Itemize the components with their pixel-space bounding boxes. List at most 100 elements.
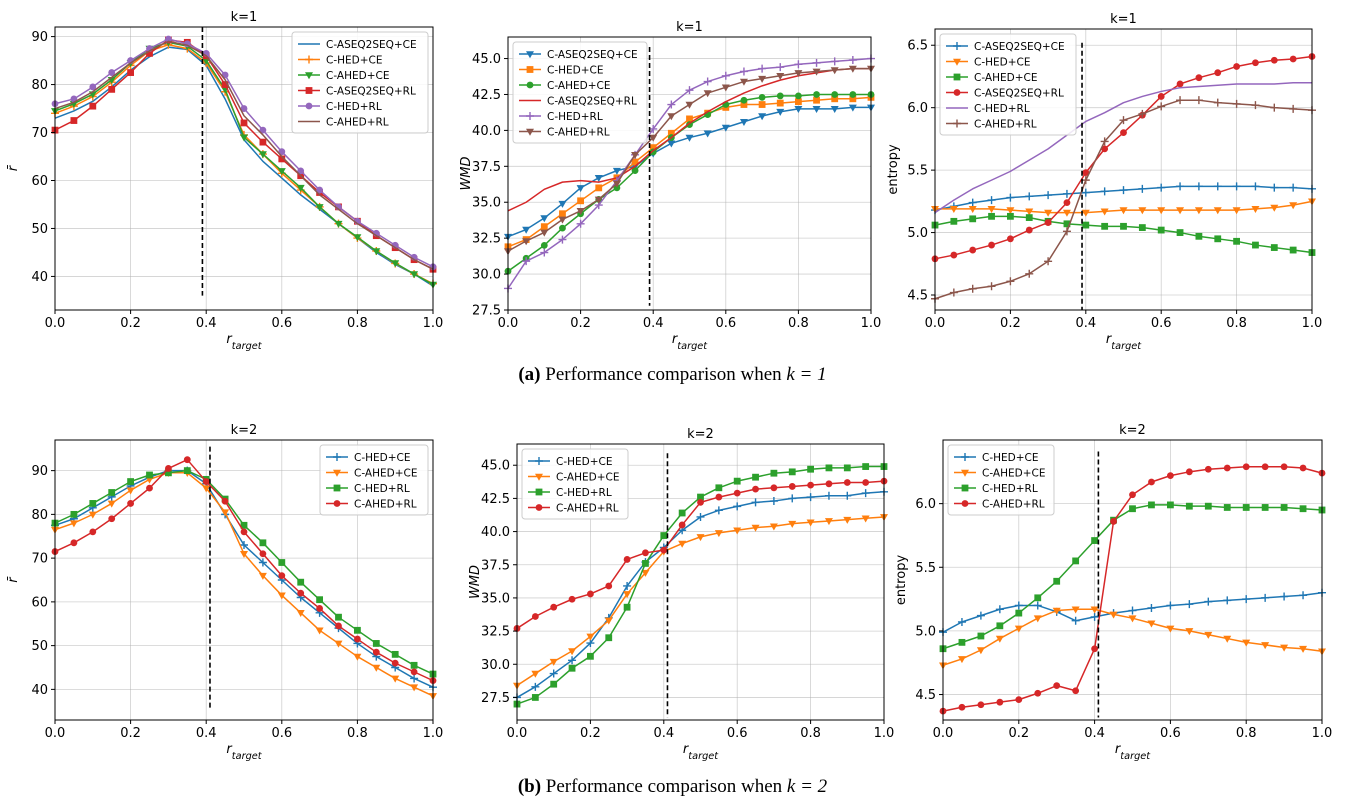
legend: C-ASEQ2SEQ+CE C-HED+CE C-AHED+CE C-ASEQ2SEQ…: [939, 33, 1077, 136]
data-point: [278, 559, 286, 566]
data-point: [1232, 99, 1241, 108]
data-point: [1072, 687, 1080, 695]
data-point: [258, 151, 267, 159]
data-point: [1289, 104, 1298, 113]
legend-marker: [305, 55, 313, 64]
data-point: [968, 198, 977, 207]
data-point: [1044, 257, 1053, 266]
data-point: [1129, 491, 1136, 499]
legend-label: C-HED+CE: [326, 55, 383, 67]
data-point: [1015, 609, 1023, 617]
data-point: [733, 489, 741, 497]
data-point: [354, 626, 361, 634]
data-point: [277, 168, 286, 176]
data-point: [1138, 224, 1146, 231]
data-point: [1214, 235, 1222, 243]
legend-label: C-HED+RL: [556, 487, 612, 499]
data-point: [977, 701, 985, 709]
data-point: [1138, 109, 1147, 118]
data-point: [1091, 537, 1098, 544]
legend-label: C-ASEQ2SEQ+CE: [547, 49, 638, 61]
data-point: [623, 603, 631, 611]
x-tick-label: 1.0: [423, 316, 444, 331]
legend-label: C-HED+CE: [547, 65, 604, 77]
data-point: [1129, 505, 1136, 513]
data-point: [949, 206, 958, 214]
legend-label: C-HED+RL: [547, 111, 603, 123]
x-tick-label: 0.0: [45, 316, 66, 331]
data-point: [950, 251, 958, 259]
legend-label: C-AHED+CE: [556, 472, 619, 484]
data-point: [1261, 504, 1269, 511]
data-point: [1261, 593, 1270, 602]
x-tick-label: 0.4: [196, 726, 217, 741]
x-axis-label: rtarget: [672, 332, 708, 352]
data-point: [531, 670, 540, 678]
legend-marker: [333, 453, 341, 461]
data-point: [1195, 74, 1203, 82]
data-point: [568, 656, 577, 665]
data-point: [1157, 102, 1166, 111]
x-tick-label: 0.8: [1226, 316, 1247, 331]
data-point: [1176, 229, 1184, 236]
data-point: [1270, 244, 1278, 251]
data-point: [825, 480, 833, 488]
data-point: [758, 113, 767, 121]
data-point: [89, 102, 97, 110]
data-point: [1242, 463, 1250, 471]
data-point: [372, 640, 380, 647]
data-point: [721, 84, 730, 92]
chart-title: k=1: [1110, 12, 1137, 27]
data-point: [794, 106, 803, 114]
data-point: [794, 70, 803, 78]
data-point: [795, 98, 802, 106]
data-point: [1194, 207, 1203, 215]
x-axis-label: rtarget: [1115, 742, 1151, 762]
chart-panel-5: 0.0 0.2 0.4 0.6 0.8 1.0 27.5 30.0 32.5 35.0 37.5 40…: [468, 427, 894, 762]
data-point: [848, 55, 857, 64]
data-point: [1025, 226, 1033, 234]
data-point: [739, 67, 748, 76]
data-point: [769, 497, 778, 506]
data-point: [1062, 209, 1071, 217]
legend-box: [521, 448, 629, 520]
legend-label: C-ASEQ2SEQ+RL: [974, 88, 1064, 100]
data-point: [127, 500, 134, 507]
data-point: [631, 152, 640, 160]
data-point: [127, 69, 134, 76]
data-point: [776, 108, 785, 116]
data-point: [685, 86, 694, 95]
data-point: [1157, 207, 1166, 215]
data-point: [107, 500, 116, 508]
data-point: [568, 648, 577, 656]
legend-entry: C-AHED+RL: [954, 499, 1045, 511]
data-point: [221, 81, 229, 88]
data-point: [108, 515, 116, 523]
x-tick-label: 0.2: [1000, 316, 1021, 331]
data-point: [1081, 176, 1090, 185]
series-C-AHED+CE: [939, 606, 1326, 670]
x-tick-label: 1.0: [1312, 726, 1333, 741]
x-axis-label: rtarget: [226, 332, 262, 352]
data-point: [297, 589, 305, 597]
legend-marker: [535, 504, 543, 511]
data-point: [1223, 596, 1232, 605]
data-point: [315, 627, 324, 635]
legend-marker: [305, 102, 313, 110]
data-point: [1185, 468, 1193, 476]
data-point: [353, 653, 362, 661]
legend-label: C-AHED+CE: [982, 468, 1045, 480]
data-point: [686, 115, 693, 123]
data-point: [1128, 606, 1137, 615]
data-point: [88, 511, 97, 519]
data-point: [996, 698, 1004, 706]
data-point: [522, 238, 531, 246]
data-point: [631, 158, 639, 166]
data-point: [587, 590, 594, 598]
x-tick-label: 0.4: [1084, 726, 1105, 741]
data-point: [1176, 80, 1184, 88]
y-tick-label: 27.5: [472, 304, 501, 319]
data-point: [1044, 219, 1052, 226]
chart-title: k=2: [687, 427, 714, 442]
data-point: [604, 617, 613, 625]
